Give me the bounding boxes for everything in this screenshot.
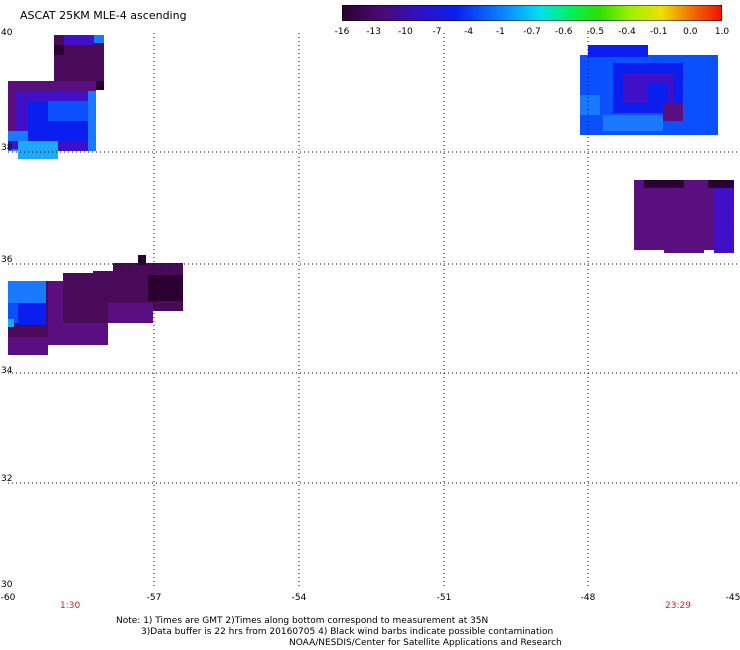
wind-cell [94,35,104,43]
x-tick-label: -57 [146,593,162,603]
wind-cell [148,275,183,301]
wind-cell [663,103,683,121]
y-tick-label: 32 [1,474,13,484]
wind-cell [8,337,48,355]
colorbar [342,5,722,21]
colorbar-label: -4 [464,27,474,37]
colorbar-label: -0.5 [586,27,605,37]
colorbar-label: 1.0 [714,27,730,37]
y-tick-label: 38 [1,143,13,153]
wind-cell [138,255,146,265]
wind-cell [648,83,668,103]
colorbar-label: -0.7 [523,27,541,37]
time-right: 23:29 [665,601,691,611]
wind-cell [644,180,684,188]
wind-cell [18,303,46,325]
wind-cell [580,95,600,115]
colorbar-label: -1 [495,27,505,37]
colorbar-label: -13 [366,27,382,37]
wind-cell [64,35,94,45]
wind-cell [94,81,104,90]
wind-cell [8,319,14,327]
wind-cell [588,45,648,57]
wind-cell [88,91,96,151]
wind-cell [714,233,734,253]
y-tick-label: 30 [1,580,13,590]
colorbar-label: -16 [334,27,350,37]
y-tick-label: 36 [1,255,13,265]
x-tick-label: -54 [291,593,307,603]
colorbar-label: -0.6 [554,27,573,37]
x-tick-label: -60 [0,593,16,603]
wind-cell [603,115,663,131]
wind-cell [54,45,64,55]
note-line-2: 3)Data buffer is 22 hrs from 20160705 4)… [141,627,554,637]
wind-cell [18,141,58,159]
x-tick-label: -48 [580,593,596,603]
wind-cell [8,141,18,149]
note-line-1: Note: 1) Times are GMT 2)Times along bot… [116,616,489,626]
y-tick-label: 34 [1,366,13,376]
colorbar-label: -10 [397,27,413,37]
y-tick-label: 40 [1,28,13,38]
grid-lines [8,33,738,589]
time-left: 1:30 [60,601,81,611]
colorbar-label: -7 [432,27,442,37]
wind-cell [108,303,153,323]
map-canvas [8,33,738,589]
map-title: ASCAT 25KM MLE-4 ascending [20,9,187,22]
colorbar-label: 0.0 [683,27,698,37]
wind-cell [708,180,734,188]
wind-cell [8,281,46,303]
x-tick-label: -45 [725,593,740,603]
wind-cell [664,238,704,253]
colorbar-label: -0.4 [618,27,636,37]
colorbar-label: -0.1 [649,27,668,37]
wind-cell [8,303,18,323]
wind-cells [8,35,734,355]
x-tick-label: -51 [436,593,452,603]
wind-cell [48,101,88,121]
note-line-3: NOAA/NESDIS/Center for Satellite Applica… [289,638,562,648]
